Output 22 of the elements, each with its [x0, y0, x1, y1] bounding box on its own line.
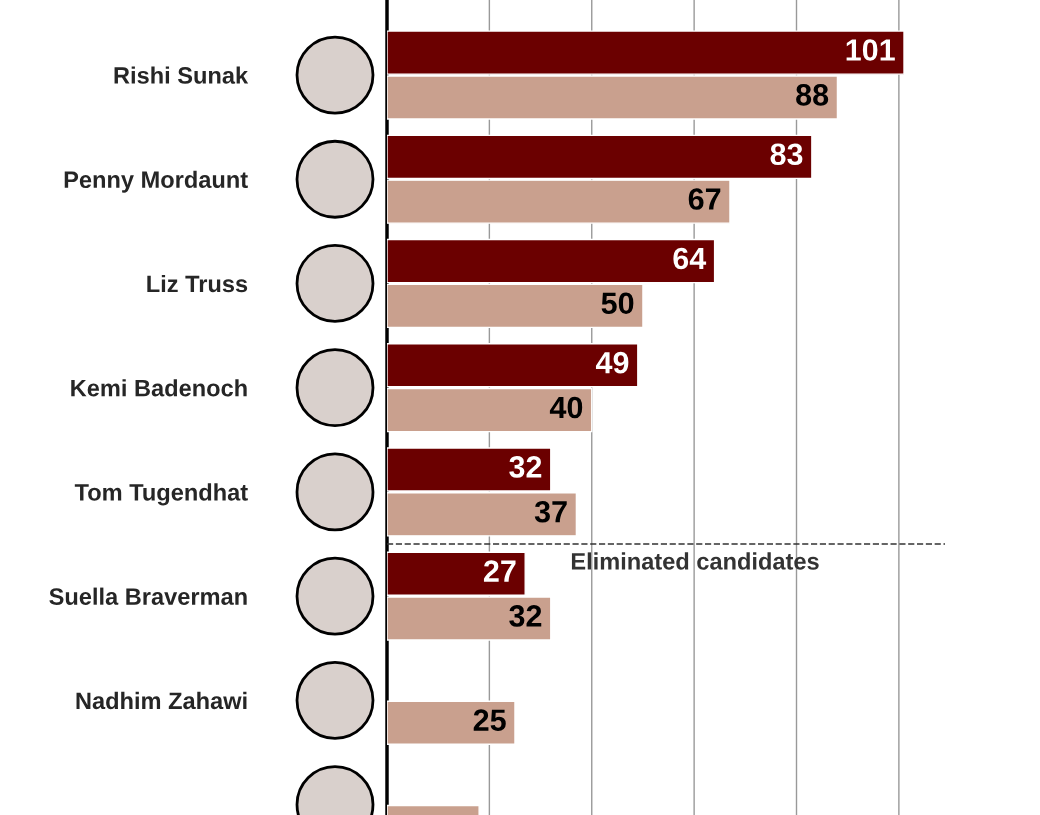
- data-label: 83: [770, 143, 803, 166]
- data-label: 64: [673, 247, 707, 270]
- data-label: 49: [595, 351, 629, 374]
- y-tick-label: Penny Mordaunt: [64, 170, 248, 193]
- data-label: 88: [796, 84, 829, 106]
- data-label: 40: [549, 396, 583, 419]
- data-label: 25: [473, 709, 506, 731]
- annotation: Eliminated candidates: [571, 552, 819, 570]
- y-tick-label: Nadhim Zahawi: [76, 691, 247, 710]
- data-label: 32: [509, 605, 542, 627]
- data-label: 37: [534, 500, 567, 523]
- data-label: 32: [509, 456, 542, 478]
- y-tick-label: Suella Braverman: [49, 587, 247, 605]
- data-label: 50: [601, 292, 634, 315]
- y-tick-label: Kemi Badenoch: [71, 379, 247, 397]
- y-tick-label: Rishi Sunak: [114, 66, 249, 84]
- bar: [387, 700, 516, 745]
- y-tick-label: Liz Truss: [147, 274, 248, 293]
- data-label: 27: [483, 560, 516, 582]
- data-label: 67: [688, 188, 721, 210]
- y-tick-label: Tom Tugendhat: [74, 483, 248, 506]
- data-label: 101: [846, 39, 895, 61]
